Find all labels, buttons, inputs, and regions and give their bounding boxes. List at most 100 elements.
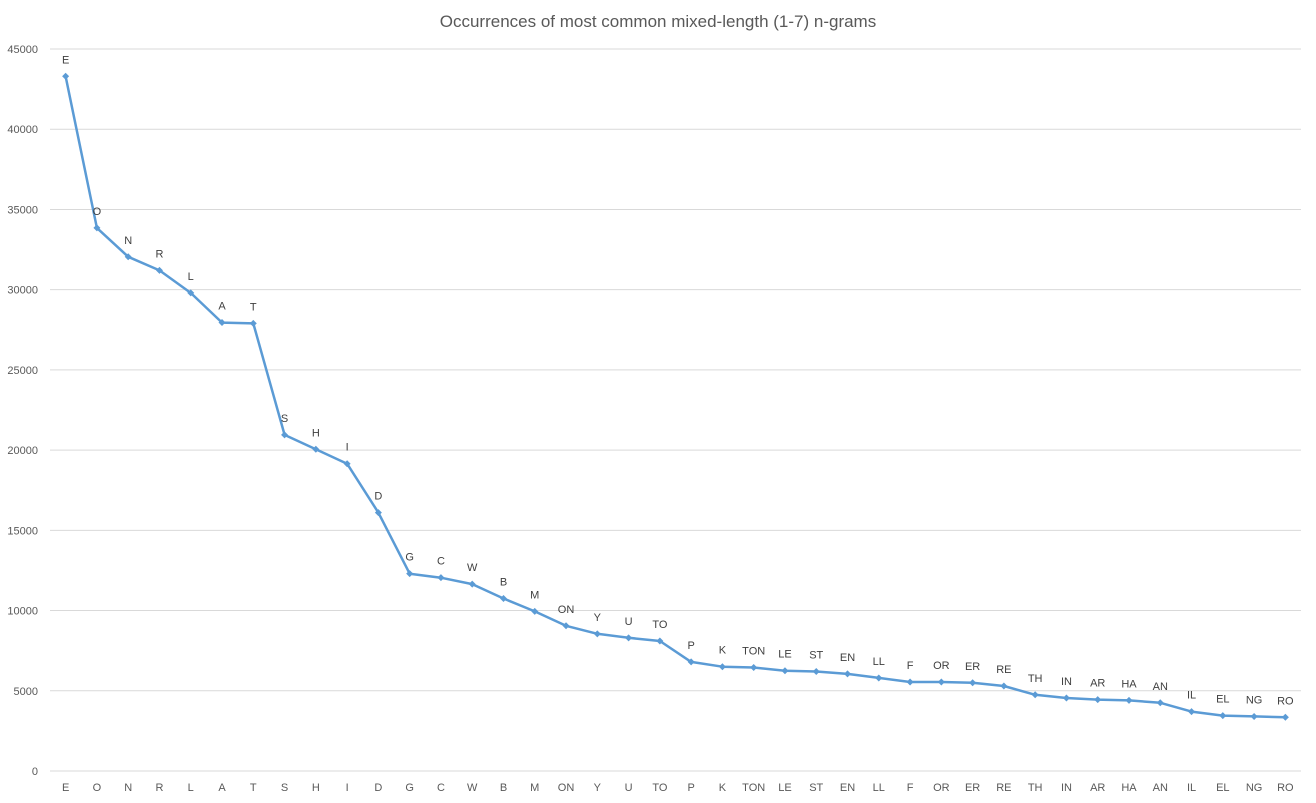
x-tick-label: E — [62, 782, 69, 794]
data-point-marker — [124, 253, 132, 261]
data-label: N — [124, 235, 132, 247]
x-tick-label: S — [281, 782, 288, 794]
data-label: A — [218, 301, 226, 313]
x-tick-label: ST — [809, 782, 823, 794]
y-tick-label: 35000 — [7, 204, 38, 216]
data-point-marker — [531, 607, 539, 615]
data-label: L — [188, 271, 194, 283]
data-point-marker — [374, 509, 382, 517]
data-point-marker — [1219, 712, 1227, 720]
series-line — [64, 75, 1287, 719]
data-point-marker — [155, 266, 163, 274]
x-tick-label: L — [188, 782, 194, 794]
data-label: M — [530, 589, 539, 601]
x-tick-label: LL — [873, 782, 885, 794]
data-label: U — [625, 616, 633, 628]
x-tick-label: IN — [1061, 782, 1072, 794]
data-point-marker — [1062, 694, 1070, 702]
data-label: TON — [742, 646, 765, 658]
x-tick-label: N — [124, 782, 132, 794]
data-label: C — [437, 556, 445, 568]
y-tick-label: 0 — [32, 766, 38, 778]
data-label: S — [281, 413, 288, 425]
data-label: ST — [809, 650, 823, 662]
data-point-marker — [218, 319, 226, 327]
y-tick-label: 45000 — [7, 44, 38, 56]
data-label: IL — [1187, 690, 1196, 702]
x-tick-label: AR — [1090, 782, 1105, 794]
x-tick-label: D — [374, 782, 382, 794]
x-tick-label: T — [250, 782, 257, 794]
data-point-marker — [969, 679, 977, 687]
x-tick-label: A — [218, 782, 226, 794]
data-label: O — [93, 206, 102, 218]
data-label: D — [374, 491, 382, 503]
data-point-marker — [656, 637, 664, 645]
data-point-marker — [1188, 708, 1196, 716]
x-tick-label: H — [312, 782, 320, 794]
series-line-path — [64, 75, 1287, 719]
data-point-marker — [343, 460, 351, 468]
data-point-marker — [281, 431, 289, 439]
x-tick-label: TON — [742, 782, 765, 794]
y-tick-label: 20000 — [7, 445, 38, 457]
x-tick-label: RE — [996, 782, 1011, 794]
data-point-marker — [906, 678, 914, 686]
x-tick-label: AN — [1153, 782, 1168, 794]
data-label: W — [467, 562, 478, 574]
data-point-marker — [249, 319, 257, 327]
data-label: G — [405, 552, 414, 564]
x-tick-label: R — [155, 782, 163, 794]
x-tick-label: OR — [933, 782, 950, 794]
x-tick-label: EL — [1216, 782, 1229, 794]
x-tick-label: ER — [965, 782, 980, 794]
data-label: P — [687, 640, 694, 652]
y-tick-label: 10000 — [7, 606, 38, 618]
y-tick-label: 15000 — [7, 525, 38, 537]
data-label: HA — [1121, 678, 1137, 690]
data-point-marker — [93, 224, 101, 232]
data-label: T — [250, 301, 257, 313]
data-point-marker — [406, 570, 414, 578]
data-point-marker — [499, 595, 507, 603]
x-tick-label: TO — [652, 782, 668, 794]
data-point-marker — [1125, 696, 1133, 704]
data-point-marker — [875, 674, 883, 682]
data-label: TH — [1028, 673, 1043, 685]
data-point-marker — [1281, 713, 1289, 721]
x-tick-label: P — [687, 782, 694, 794]
gridlines — [50, 48, 1301, 772]
data-label: NG — [1246, 694, 1263, 706]
data-label: ON — [558, 604, 575, 616]
x-tick-label: EN — [840, 782, 855, 794]
data-label: ER — [965, 661, 980, 673]
data-label: R — [155, 248, 163, 260]
data-point-marker — [844, 670, 852, 678]
data-label: B — [500, 577, 507, 589]
x-tick-label: F — [907, 782, 914, 794]
data-label: RO — [1277, 695, 1294, 707]
x-tick-label: RO — [1277, 782, 1294, 794]
x-tick-label: I — [346, 782, 349, 794]
x-tick-label: B — [500, 782, 507, 794]
x-tick-label: U — [625, 782, 633, 794]
data-point-marker — [62, 72, 70, 80]
series-markers — [62, 72, 1289, 721]
data-label: OR — [933, 660, 950, 672]
y-axis-tick-labels: 0 5000 10000 15000 20000 25000 30000 35000 40000… — [7, 44, 38, 778]
data-point-marker — [750, 664, 758, 672]
data-point-marker — [1156, 699, 1164, 707]
data-label: I — [346, 442, 349, 454]
data-point-marker — [812, 668, 820, 676]
data-label: RE — [996, 664, 1011, 676]
data-label: K — [719, 645, 727, 657]
x-tick-label: O — [93, 782, 102, 794]
data-label: LE — [778, 649, 791, 661]
x-tick-label: LE — [778, 782, 791, 794]
y-tick-label: 25000 — [7, 365, 38, 377]
x-tick-label: NG — [1246, 782, 1263, 794]
x-tick-label: W — [467, 782, 478, 794]
